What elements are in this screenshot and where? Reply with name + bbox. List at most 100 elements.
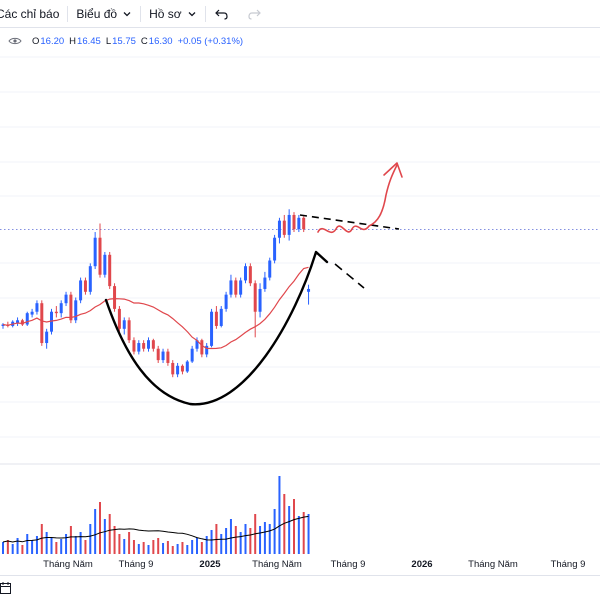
volume-bar xyxy=(74,536,77,554)
open-key: O xyxy=(32,35,40,47)
candle-body xyxy=(113,286,117,309)
candle-body xyxy=(176,365,180,375)
volume-bar xyxy=(234,526,237,554)
volume-bar xyxy=(181,542,184,554)
time-axis-tick-label: Tháng Năm xyxy=(468,559,518,570)
candle-body xyxy=(195,340,199,349)
open-value: 16.20 xyxy=(40,35,65,47)
candle-body xyxy=(214,311,218,326)
breakout-wave-drawing xyxy=(317,164,398,234)
chevron-down-icon xyxy=(188,11,196,16)
volume-bar xyxy=(84,540,87,554)
candle-body xyxy=(117,308,121,329)
time-axis-tick-label: Tháng Năm xyxy=(252,559,302,570)
candlesticks xyxy=(1,209,311,378)
undo-icon xyxy=(214,9,228,20)
volume-bar xyxy=(244,524,247,554)
candle-body xyxy=(98,237,102,275)
candle-body xyxy=(122,320,126,329)
candle-body xyxy=(20,320,24,325)
candle-body xyxy=(40,303,44,344)
low-value: 15.75 xyxy=(112,35,136,47)
chart-type-button[interactable]: Biểu đồ xyxy=(68,0,140,27)
volume-bar xyxy=(11,544,14,554)
volume-bar xyxy=(123,539,126,554)
volume-bar xyxy=(249,528,252,554)
volume-bar xyxy=(55,542,58,554)
candle-body xyxy=(93,237,97,267)
time-axis-tick-label: Tháng 9 xyxy=(330,559,366,570)
calendar-icon[interactable] xyxy=(0,581,12,595)
breakdown-dashed-line xyxy=(334,263,365,289)
volume-bar xyxy=(302,512,305,554)
candle-body xyxy=(277,220,281,238)
indicators-button[interactable]: Các chỉ báo xyxy=(0,0,67,27)
profile-button[interactable]: Hồ sơ xyxy=(141,0,205,27)
volume-bar xyxy=(113,526,116,554)
volume-bar xyxy=(210,530,213,554)
candle-body xyxy=(268,260,272,278)
volume-bar xyxy=(186,545,189,554)
volume-bar xyxy=(16,538,19,554)
candle-body xyxy=(25,313,29,325)
volume-bar xyxy=(31,540,34,554)
candle-body xyxy=(297,217,301,230)
candle-body xyxy=(200,340,204,355)
volume-bar xyxy=(278,476,281,554)
redo-icon xyxy=(248,9,261,20)
volume-bar xyxy=(191,540,194,554)
volume-bar xyxy=(166,541,169,554)
candle-body xyxy=(239,280,243,295)
ohlc-legend: O 16.20 H 16.45 L 15.75 C 16.30 +0.05 (+0.31… xyxy=(8,34,243,48)
candle-body xyxy=(127,320,131,341)
candle-body xyxy=(137,343,141,352)
volume-bar xyxy=(307,514,310,554)
volume-bar xyxy=(40,524,43,554)
volume-bars xyxy=(2,476,310,554)
volume-bar xyxy=(293,499,295,554)
candle-body xyxy=(244,266,247,281)
volume-bar xyxy=(205,536,208,554)
candle-body xyxy=(219,308,223,326)
moving-average-line xyxy=(2,266,309,350)
candle-body xyxy=(282,220,286,235)
candle-body xyxy=(234,280,238,295)
volume-bar xyxy=(65,534,68,554)
candle-body xyxy=(210,311,214,346)
volume-bar xyxy=(152,540,155,554)
volume-bar xyxy=(21,545,24,554)
candle-body xyxy=(156,348,160,361)
candle-body xyxy=(59,303,63,314)
volume-bar xyxy=(225,528,228,554)
volume-bar xyxy=(6,540,9,554)
volume-bar xyxy=(196,538,198,554)
toolbar-divider xyxy=(204,5,206,22)
candle-body xyxy=(88,266,92,292)
top-toolbar: Các chỉ báo Biểu đồ Hồ sơ xyxy=(0,0,600,28)
candle-body xyxy=(287,214,291,235)
candle-body xyxy=(45,331,49,344)
candle-body xyxy=(64,294,68,304)
volume-bar xyxy=(297,516,300,554)
candle-body xyxy=(248,266,252,284)
volume-bar xyxy=(79,532,82,554)
volume-bar xyxy=(259,526,262,554)
price-chart[interactable] xyxy=(0,0,600,575)
volume-bar xyxy=(288,506,291,554)
volume-bar xyxy=(157,538,160,554)
candle-body xyxy=(147,340,150,349)
high-key: H xyxy=(69,35,77,47)
redo-button[interactable] xyxy=(238,0,270,27)
volume-bar xyxy=(60,539,63,554)
volume-bar xyxy=(263,522,266,554)
volume-bar xyxy=(283,494,286,554)
candle-body xyxy=(190,348,194,362)
undo-button[interactable] xyxy=(206,0,238,27)
eye-icon[interactable] xyxy=(8,36,22,46)
volume-bar xyxy=(200,542,203,554)
candle-body xyxy=(166,351,170,363)
volume-bar xyxy=(118,534,121,554)
volume-bar xyxy=(89,524,92,554)
candle-body xyxy=(205,345,209,355)
grid-lines xyxy=(0,56,600,438)
